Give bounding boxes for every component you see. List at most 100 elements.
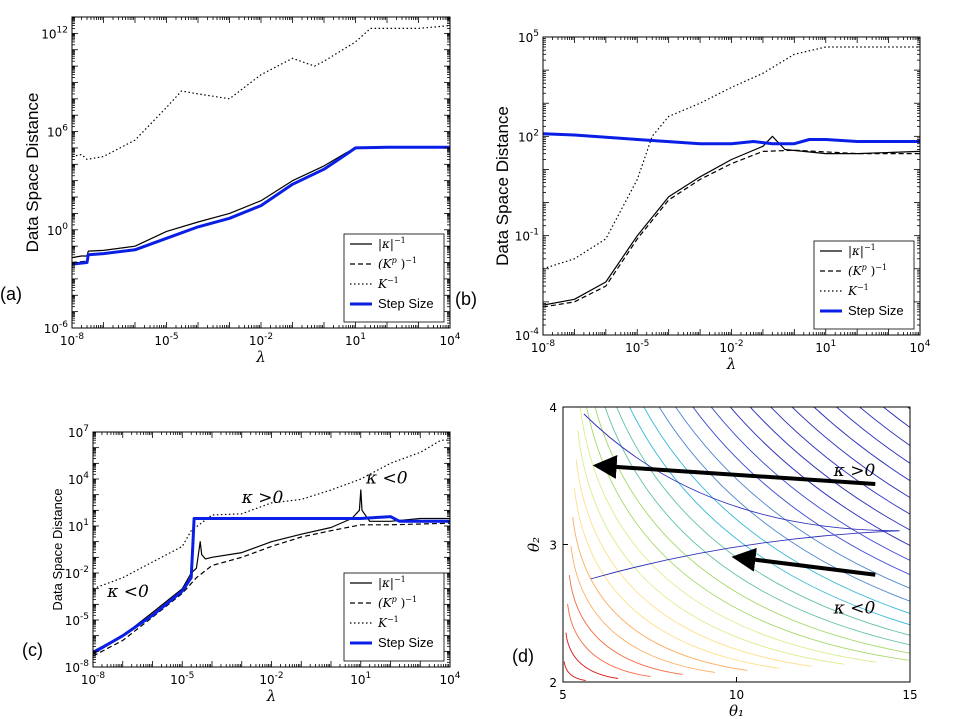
panel-label-a: (a) xyxy=(0,284,22,304)
legend-label-a-3: Step Size xyxy=(378,296,434,311)
contour-9 xyxy=(579,407,877,663)
annotation-c-0: κ <0 xyxy=(106,582,149,602)
series-a-2 xyxy=(72,25,450,160)
legend-label-a-2: K−1 xyxy=(377,276,399,291)
contour-0 xyxy=(563,661,586,682)
legend-label-c-1: (Kp )−1 xyxy=(378,595,417,610)
x-tick-label-c-4: 104 xyxy=(439,671,460,687)
legend-box-a xyxy=(343,233,445,323)
arrow-0 xyxy=(592,454,876,486)
contour-5 xyxy=(572,517,748,671)
series-a-3 xyxy=(72,145,450,266)
panel-label-c: (c) xyxy=(22,640,43,660)
series-c-1 xyxy=(93,522,450,657)
contour-23 xyxy=(791,407,910,499)
x-tick-label-b-1: 10-5 xyxy=(625,339,649,355)
annotation-d-0: κ >0 xyxy=(833,461,876,481)
y-tick-label-b-0: 10-4 xyxy=(515,327,540,343)
contour-13 xyxy=(616,407,910,636)
contour-12 xyxy=(604,407,910,646)
x-tick-label-a-3: 101 xyxy=(345,332,366,348)
y-tick-label-a-3: 1012 xyxy=(41,25,68,41)
x-tick-label-c-2: 10-2 xyxy=(259,671,283,687)
annotation-c-2: κ <0 xyxy=(365,469,408,489)
series-c-3 xyxy=(93,515,450,655)
legend-c: |κ|−1 (Kp )−1 K−1 Step Size xyxy=(343,572,445,662)
legend-label-a-0: |κ|−1 xyxy=(378,236,406,251)
panel-c: 10-8 10-5 10-2 101 104 10-8 10-5 10-2 101 104 107 λ… xyxy=(22,424,461,705)
series-c-0 xyxy=(93,489,450,652)
contour-17 xyxy=(675,407,910,589)
contour-30 xyxy=(615,0,969,619)
contour-21 xyxy=(749,407,910,531)
annotation-d-1: κ <0 xyxy=(833,598,876,618)
x-tick-label-c-3: 101 xyxy=(350,671,371,687)
contour-3 xyxy=(568,574,683,675)
panel-label-b: (b) xyxy=(455,289,477,309)
contour-16 xyxy=(658,407,910,602)
legend-label-b-2: K−1 xyxy=(847,283,869,298)
legend-label-b-0: |κ|−1 xyxy=(848,243,876,258)
panel-a: 10-8 10-5 10-2 101 104 10-6 100 106 1012 λ Data Sp… xyxy=(0,16,461,366)
x-tick-label-c-0: 10-8 xyxy=(81,671,106,687)
legend-label-c-3: Step Size xyxy=(378,635,434,650)
contour-7 xyxy=(575,459,812,667)
y-axis-label-d: θ₂ xyxy=(525,537,543,552)
x-tick-label-d-0: 5 xyxy=(559,688,567,702)
series-b-3 xyxy=(543,132,920,146)
y-tick-label-c-1: 10-5 xyxy=(65,612,89,628)
series-b-0 xyxy=(543,135,920,306)
x-axis-label-a: λ xyxy=(255,348,266,366)
y-tick-label-c-2: 10-2 xyxy=(65,565,89,581)
y-tick-label-b-3: 105 xyxy=(518,29,539,45)
y-tick-label-d-2: 4 xyxy=(549,401,557,415)
y-tick-label-a-0: 10-6 xyxy=(44,320,69,336)
y-tick-label-a-2: 106 xyxy=(47,124,68,140)
contour-22 xyxy=(770,407,910,515)
y-tick-label-b-1: 10-1 xyxy=(515,228,539,244)
legend-label-c-0: |κ|−1 xyxy=(378,575,406,590)
x-tick-label-d-2: 15 xyxy=(902,688,917,702)
x-tick-label-b-4: 104 xyxy=(909,339,930,355)
series-b-2 xyxy=(543,46,920,270)
contour-lines xyxy=(563,0,969,682)
x-tick-label-c-1: 10-5 xyxy=(170,671,194,687)
panel-d: 5 10 15 2 3 4 κ >0 κ <0 θ₁ θ₂ (d) xyxy=(512,0,969,719)
y-tick-label-c-4: 104 xyxy=(68,471,89,487)
y-axis-label-c: Data Space Distance xyxy=(50,488,65,610)
contour-28 xyxy=(907,407,910,410)
x-tick-label-b-3: 101 xyxy=(815,339,836,355)
x-axis-label-b: λ xyxy=(726,355,737,373)
contour-2 xyxy=(567,603,651,677)
y-tick-label-d-1: 3 xyxy=(549,539,557,553)
y-tick-label-c-3: 101 xyxy=(68,518,89,534)
contour-24 xyxy=(813,407,910,482)
legend-box-c xyxy=(343,572,445,662)
y-tick-label-a-1: 100 xyxy=(47,222,68,238)
legend-a: |κ|−1 (Kp )−1 K−1 Step Size xyxy=(343,233,445,323)
legend-label-b-1: (Kp )−1 xyxy=(848,263,887,278)
contour-18 xyxy=(692,407,910,575)
y-tick-label-d-0: 2 xyxy=(549,676,557,690)
legend-b: |κ|−1 (Kp )−1 K−1 Step Size xyxy=(813,240,915,330)
legend-box-b xyxy=(813,240,915,330)
panel-b: 10-8 10-5 10-2 101 104 10-4 10-1 102 105 λ Data Sp… xyxy=(455,29,931,373)
x-tick-label-a-1: 10-5 xyxy=(154,332,178,348)
plot-area-b xyxy=(543,46,920,308)
y-tick-label-b-2: 102 xyxy=(518,128,539,144)
x-tick-label-b-0: 10-8 xyxy=(531,339,556,355)
plot-area-a xyxy=(72,25,450,266)
plot-area-c xyxy=(93,439,450,657)
contour-25 xyxy=(835,407,910,464)
y-tick-label-c-0: 10-8 xyxy=(65,659,90,675)
contour-26 xyxy=(859,407,910,446)
contour-6 xyxy=(573,488,780,669)
contour-11 xyxy=(594,407,910,654)
y-axis-label-b: Data Space Distance xyxy=(493,106,512,266)
contour-15 xyxy=(643,407,910,614)
contour-19 xyxy=(710,407,910,561)
contour-valley xyxy=(583,413,900,580)
x-tick-label-b-2: 10-2 xyxy=(719,339,743,355)
x-tick-label-a-4: 104 xyxy=(439,332,460,348)
